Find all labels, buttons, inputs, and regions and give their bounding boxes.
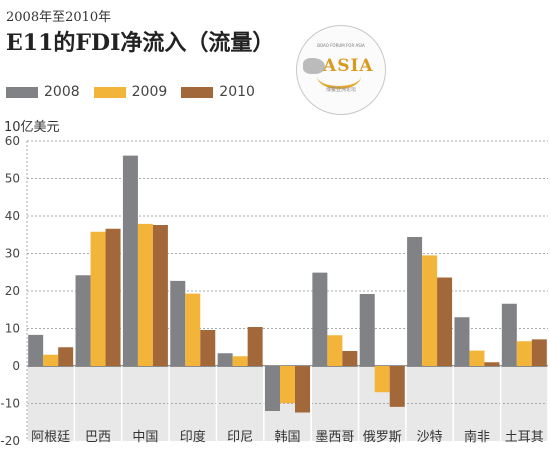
legend-label-2009: 2009 xyxy=(131,84,168,100)
bar-2008 xyxy=(265,366,280,411)
bar-2010 xyxy=(105,228,121,366)
legend-swatch-2009 xyxy=(93,86,126,98)
bar-2010 xyxy=(531,339,547,366)
bar-2008 xyxy=(28,334,44,366)
bar-2008 xyxy=(407,237,423,366)
y-tick-label: 20 xyxy=(5,284,20,298)
forum-logo: BOAO FORUM FOR ASIA ASIA 博鳌亚洲论坛 xyxy=(296,25,386,115)
legend-label-2010: 2010 xyxy=(219,84,255,100)
legend-item-2008: 2008 xyxy=(6,84,80,100)
bar-2010 xyxy=(200,330,216,366)
logo-top-text: BOAO FORUM FOR ASIA xyxy=(317,43,365,48)
bar-2008 xyxy=(312,272,328,366)
y-tick-label: 50 xyxy=(5,172,20,186)
y-tick-label: -10 xyxy=(0,397,20,411)
chart-subtitle: 2008年至2010年 xyxy=(6,10,112,25)
bar-2008 xyxy=(75,275,91,366)
bar-2008 xyxy=(122,155,138,366)
bar-2009 xyxy=(185,293,201,366)
bar-2010 xyxy=(152,225,168,366)
bar-2010 xyxy=(389,366,405,407)
y-axis-unit-label: 10亿美元 xyxy=(4,120,60,135)
x-tick-label: 韩国 xyxy=(274,430,300,445)
x-tick-label: 阿根廷 xyxy=(31,430,70,445)
bar-2010 xyxy=(342,351,358,366)
x-tick-label: 俄罗斯 xyxy=(363,430,402,445)
x-tick-label: 墨西哥 xyxy=(315,430,354,445)
bar-2009 xyxy=(374,366,390,393)
legend-label-2008: 2008 xyxy=(44,84,80,100)
x-tick-label: 印尼 xyxy=(227,430,253,445)
bar-2009 xyxy=(280,366,295,404)
logo-asia-text: ASIA xyxy=(323,56,374,76)
bar-2008 xyxy=(454,317,470,366)
legend-swatch-2008 xyxy=(6,86,38,98)
bar-2009 xyxy=(469,350,485,366)
bar-2008 xyxy=(359,294,375,366)
y-tick-label: 10 xyxy=(5,322,20,336)
bar-2008 xyxy=(217,353,233,366)
x-tick-label: 沙特 xyxy=(417,430,443,445)
y-tick-label: -20 xyxy=(0,434,20,448)
bar-2010 xyxy=(295,366,310,413)
logo-swoosh xyxy=(317,64,361,89)
bar-2009 xyxy=(232,356,248,366)
bar-2009 xyxy=(327,335,343,366)
x-tick-label: 巴西 xyxy=(85,430,111,445)
bar-2009 xyxy=(90,231,106,366)
y-tick-label: 40 xyxy=(5,209,20,223)
bar-2010 xyxy=(58,347,74,366)
y-tick-label: 60 xyxy=(5,134,20,148)
bar-2010 xyxy=(247,327,263,366)
bar-2009 xyxy=(137,223,153,366)
bar-2009 xyxy=(516,341,532,366)
x-tick-label: 南非 xyxy=(464,429,490,445)
x-tick-label: 土耳其 xyxy=(505,430,544,445)
x-tick-label: 中国 xyxy=(132,430,158,445)
chart-title: E11的FDI净流入（流量） xyxy=(6,30,275,56)
y-tick-label: 0 xyxy=(12,359,20,373)
legend-item-2009: 2009 xyxy=(93,84,168,100)
legend-item-2010: 2010 xyxy=(181,84,255,100)
chart-legend: 2008 2009 2010 xyxy=(6,84,269,100)
bar-2009 xyxy=(43,354,59,366)
x-tick-label: 印度 xyxy=(180,429,206,445)
bar-2009 xyxy=(422,255,438,366)
logo-bottom-text: 博鳌亚洲论坛 xyxy=(325,87,356,93)
bar-2008 xyxy=(501,303,517,366)
bar-2010 xyxy=(484,362,500,366)
bar-2010 xyxy=(437,277,453,366)
y-tick-label: 30 xyxy=(5,247,20,261)
bar-2008 xyxy=(170,280,186,366)
legend-swatch-2010 xyxy=(181,86,214,98)
